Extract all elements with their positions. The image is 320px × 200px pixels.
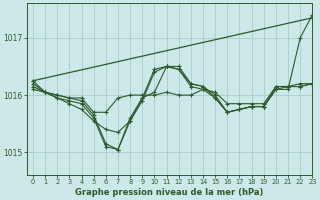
X-axis label: Graphe pression niveau de la mer (hPa): Graphe pression niveau de la mer (hPa) xyxy=(76,188,264,197)
